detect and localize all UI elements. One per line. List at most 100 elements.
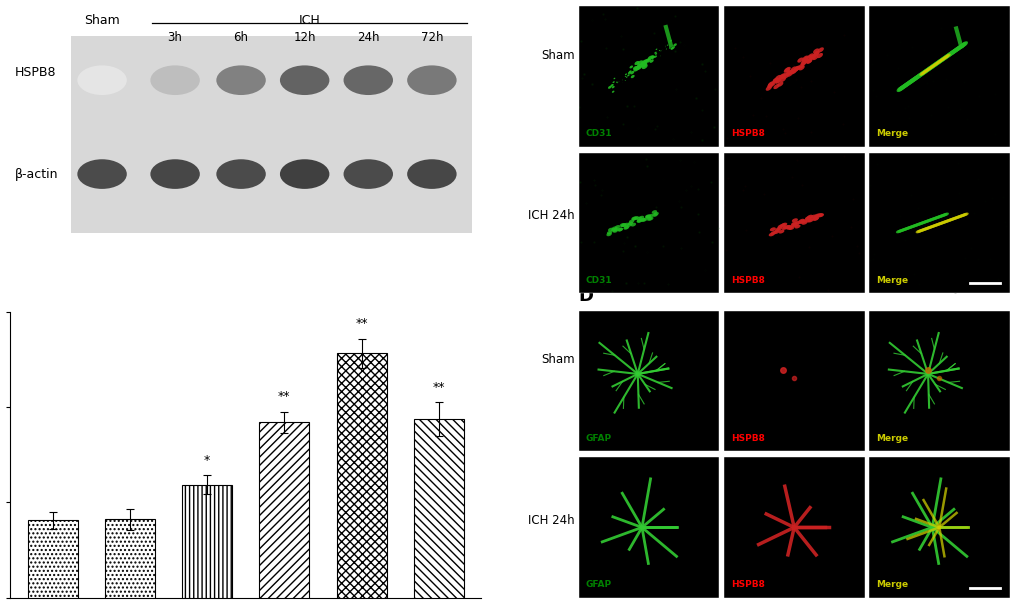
Ellipse shape — [817, 48, 823, 52]
Ellipse shape — [771, 78, 779, 83]
Ellipse shape — [942, 54, 949, 60]
Text: ICH 24h: ICH 24h — [528, 514, 574, 527]
Bar — [259, 422, 309, 598]
Text: 6h: 6h — [233, 30, 249, 44]
Ellipse shape — [930, 224, 936, 228]
Ellipse shape — [794, 65, 800, 71]
Ellipse shape — [905, 226, 910, 230]
Ellipse shape — [935, 222, 941, 226]
Ellipse shape — [150, 65, 200, 95]
Ellipse shape — [781, 223, 787, 226]
Ellipse shape — [625, 73, 627, 75]
Ellipse shape — [910, 224, 915, 228]
Ellipse shape — [944, 54, 949, 59]
Ellipse shape — [779, 74, 785, 79]
Ellipse shape — [812, 52, 818, 57]
Ellipse shape — [805, 59, 811, 63]
Ellipse shape — [611, 226, 616, 230]
Ellipse shape — [343, 65, 392, 95]
Ellipse shape — [800, 60, 806, 65]
Ellipse shape — [632, 217, 637, 220]
Ellipse shape — [901, 228, 907, 231]
Text: Merge: Merge — [875, 580, 907, 589]
Ellipse shape — [653, 52, 656, 54]
Ellipse shape — [943, 55, 948, 59]
Ellipse shape — [928, 65, 933, 69]
Ellipse shape — [950, 49, 956, 54]
Ellipse shape — [607, 228, 612, 232]
Text: GFAP: GFAP — [585, 434, 611, 443]
Text: 12h: 12h — [293, 30, 316, 44]
Ellipse shape — [808, 54, 814, 60]
Ellipse shape — [773, 78, 780, 83]
Ellipse shape — [779, 223, 785, 228]
Ellipse shape — [936, 60, 941, 63]
Ellipse shape — [927, 64, 934, 70]
Ellipse shape — [786, 71, 792, 77]
Ellipse shape — [949, 49, 955, 56]
Ellipse shape — [937, 59, 942, 63]
Ellipse shape — [655, 49, 656, 50]
Ellipse shape — [807, 53, 813, 59]
Ellipse shape — [770, 231, 776, 235]
Ellipse shape — [928, 63, 935, 69]
Ellipse shape — [673, 43, 677, 46]
Ellipse shape — [953, 216, 958, 220]
Ellipse shape — [930, 217, 935, 220]
Ellipse shape — [649, 59, 653, 63]
Ellipse shape — [791, 221, 797, 226]
Ellipse shape — [897, 85, 904, 92]
Ellipse shape — [898, 229, 903, 232]
Ellipse shape — [611, 91, 613, 93]
Ellipse shape — [623, 223, 629, 226]
Text: ICH: ICH — [299, 13, 320, 26]
Ellipse shape — [647, 214, 653, 218]
Ellipse shape — [958, 43, 965, 48]
Ellipse shape — [931, 217, 937, 220]
Ellipse shape — [653, 56, 656, 58]
Ellipse shape — [817, 214, 823, 217]
Ellipse shape — [945, 52, 952, 57]
Ellipse shape — [801, 221, 807, 224]
Ellipse shape — [627, 221, 633, 225]
Ellipse shape — [961, 213, 967, 217]
Text: HSPB8: HSPB8 — [730, 580, 764, 589]
Ellipse shape — [956, 45, 963, 50]
Ellipse shape — [934, 215, 940, 219]
Text: GFAP: GFAP — [585, 580, 611, 589]
Ellipse shape — [785, 71, 791, 76]
Ellipse shape — [954, 46, 961, 51]
Ellipse shape — [612, 81, 614, 83]
Ellipse shape — [956, 215, 962, 218]
Ellipse shape — [960, 214, 965, 217]
Ellipse shape — [644, 215, 650, 218]
Ellipse shape — [809, 215, 815, 218]
Ellipse shape — [611, 228, 616, 232]
Text: CD31: CD31 — [585, 129, 611, 138]
Text: ICH 24h: ICH 24h — [528, 209, 574, 223]
Ellipse shape — [781, 226, 787, 230]
Text: **: ** — [432, 381, 444, 394]
Ellipse shape — [806, 215, 812, 218]
Text: HSPB8: HSPB8 — [730, 276, 764, 285]
Text: D: D — [578, 287, 593, 305]
Ellipse shape — [780, 77, 786, 82]
Ellipse shape — [914, 73, 921, 79]
Ellipse shape — [813, 51, 819, 56]
Ellipse shape — [612, 77, 614, 79]
Ellipse shape — [929, 63, 936, 68]
Ellipse shape — [934, 60, 940, 65]
Ellipse shape — [951, 48, 957, 54]
Ellipse shape — [941, 214, 946, 217]
Ellipse shape — [636, 63, 642, 69]
Text: Sham: Sham — [540, 49, 574, 62]
Bar — [105, 519, 155, 598]
Ellipse shape — [658, 50, 659, 51]
Ellipse shape — [932, 62, 937, 66]
Ellipse shape — [912, 75, 919, 81]
Ellipse shape — [958, 214, 963, 218]
Ellipse shape — [924, 219, 929, 223]
Ellipse shape — [902, 82, 909, 87]
Text: HSPB8: HSPB8 — [15, 66, 56, 79]
Ellipse shape — [652, 213, 657, 217]
